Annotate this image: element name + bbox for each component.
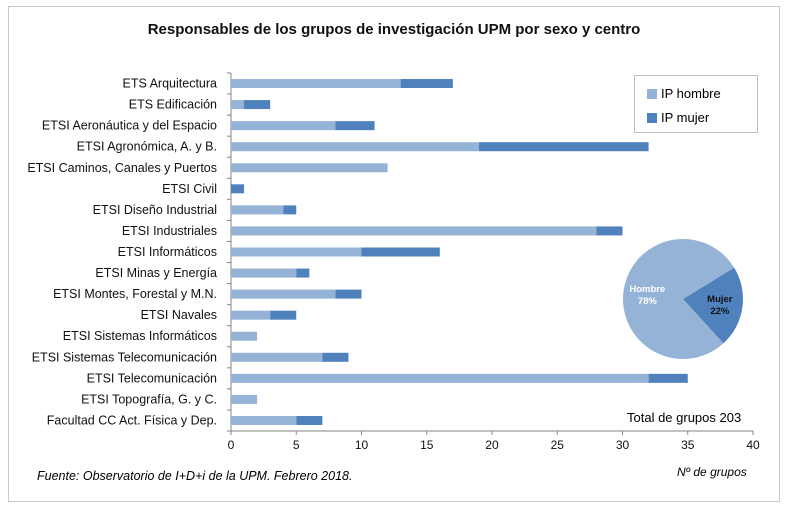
pie-percent: 78% — [638, 296, 658, 307]
bar-hombre — [231, 289, 336, 299]
category-label: ETSI Agronómica, A. y B. — [77, 140, 217, 154]
bar-mujer — [270, 310, 297, 320]
bar-hombre — [231, 352, 323, 362]
bar-hombre — [231, 415, 297, 425]
bar-hombre — [231, 394, 258, 404]
pie-label: Hombre — [629, 284, 665, 295]
bar-hombre — [231, 247, 362, 257]
legend: IP hombre IP mujer — [634, 75, 758, 133]
category-label: ETSI Aeronáutica y del Espacio — [42, 119, 217, 133]
bar-hombre — [231, 310, 271, 320]
legend-label: IP hombre — [661, 86, 721, 101]
category-label: ETSI Navales — [141, 308, 217, 322]
chart-title: Responsables de los grupos de investigac… — [147, 21, 641, 38]
category-label: ETSI Caminos, Canales y Puertos — [27, 161, 217, 175]
category-label: ETSI Informáticos — [118, 245, 217, 259]
bar-hombre — [231, 373, 649, 383]
category-label: ETS Arquitectura — [123, 77, 218, 91]
x-tick-label: 5 — [293, 438, 300, 452]
bar-mujer — [322, 352, 349, 362]
x-tick-label: 30 — [616, 438, 630, 452]
pie-percent: 22% — [710, 306, 730, 317]
chart-frame: Responsables de los grupos de investigac… — [8, 6, 780, 502]
bar-hombre — [231, 226, 597, 236]
category-label: ETSI Industriales — [122, 224, 217, 238]
bar-mujer — [361, 247, 440, 257]
legend-swatch — [647, 112, 657, 123]
bar-hombre — [231, 121, 336, 131]
x-axis-label: Nº de grupos — [677, 465, 747, 479]
x-tick-label: 10 — [355, 438, 369, 452]
category-label: ETSI Topografía, G. y C. — [81, 392, 217, 406]
bar-mujer — [296, 268, 310, 278]
pie-slice-mujer — [683, 267, 744, 344]
legend-label: IP mujer — [661, 110, 710, 125]
x-tick-label: 20 — [485, 438, 499, 452]
pie-slice-hombre — [623, 238, 735, 360]
legend-swatch — [647, 88, 657, 99]
bar-mujer — [648, 373, 688, 383]
bar-hombre — [231, 100, 245, 110]
category-label: ETSI Civil — [162, 182, 217, 196]
bar-mujer — [400, 79, 453, 89]
x-tick-label: 15 — [420, 438, 434, 452]
legend-item-hombre: IP hombre — [647, 86, 721, 101]
x-tick-label: 0 — [228, 438, 235, 452]
bar-hombre — [231, 205, 284, 215]
bar-mujer — [283, 205, 297, 215]
category-label: ETSI Telecomunicación — [87, 371, 217, 385]
category-label: ETSI Sistemas Informáticos — [63, 329, 217, 343]
bar-mujer — [596, 226, 623, 236]
category-label: ETSI Sistemas Telecomunicación — [32, 350, 217, 364]
bar-hombre — [231, 331, 258, 341]
bar-chart: 0 5 10 15 20 25 30 35 40 ETS Arquitectura ETS Edif… — [27, 72, 760, 452]
category-label: ETSI Montes, Forestal y M.N. — [53, 287, 217, 301]
source-note: Fuente: Observatorio de I+D+i de la UPM.… — [37, 469, 353, 483]
x-tick-label: 40 — [746, 438, 760, 452]
category-label: ETS Edificación — [129, 98, 217, 112]
bar-hombre — [231, 142, 479, 152]
total-note: Total de grupos 203 — [627, 410, 742, 425]
bar-mujer — [296, 415, 323, 425]
bar-mujer — [231, 184, 245, 194]
category-label: ETSI Diseño Industrial — [93, 203, 217, 217]
bar-hombre — [231, 163, 388, 173]
x-tick-label: 35 — [681, 438, 695, 452]
legend-item-mujer: IP mujer — [647, 110, 709, 125]
bar-mujer — [335, 289, 362, 299]
bar-hombre — [231, 79, 401, 89]
pie-label: Mujer — [707, 294, 733, 305]
x-tick-label: 25 — [551, 438, 565, 452]
bar-mujer — [244, 100, 271, 110]
bar-mujer — [478, 142, 649, 152]
category-label: ETSI Minas y Energía — [95, 266, 217, 280]
bar-hombre — [231, 268, 297, 278]
category-label: Facultad CC Act. Física y Dep. — [47, 413, 217, 427]
bar-mujer — [335, 121, 375, 131]
